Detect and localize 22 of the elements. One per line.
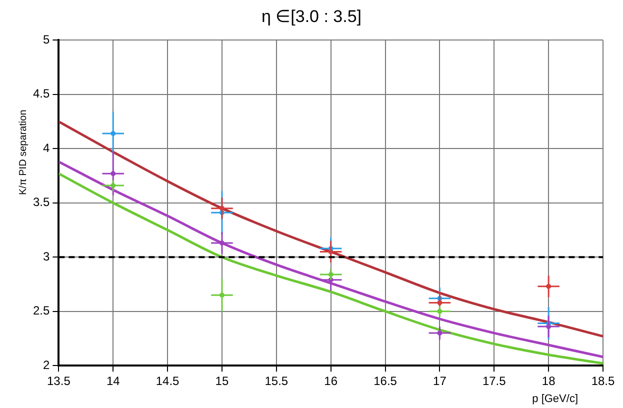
x-tick-label: 15 bbox=[215, 374, 229, 388]
x-tick-label: 16.5 bbox=[374, 374, 398, 388]
x-tick-label: 17 bbox=[433, 374, 447, 388]
y-tick-label: 4.5 bbox=[32, 86, 50, 101]
y-tick-label: 5 bbox=[42, 32, 50, 47]
x-tick-label: 14 bbox=[106, 374, 120, 388]
x-tick-label: 15.5 bbox=[264, 374, 288, 388]
y-tick-label: 2 bbox=[42, 358, 50, 372]
chart-title: η ∈[3.0 : 3.5] bbox=[260, 6, 363, 27]
x-tick-label: 16 bbox=[324, 374, 338, 388]
x-tick-label: 17.5 bbox=[482, 374, 506, 388]
y-tick-label: 2.5 bbox=[32, 304, 50, 318]
x-axis-title: p [GeV/c] bbox=[532, 393, 578, 405]
line-series bbox=[58, 120, 603, 338]
x-tick-label: 14.5 bbox=[156, 374, 180, 388]
y-tick-label: 4 bbox=[42, 140, 50, 155]
y-tick-label: 3 bbox=[42, 249, 50, 264]
x-tick-label: 13.5 bbox=[47, 374, 71, 388]
x-tick-label: 18.5 bbox=[591, 374, 615, 388]
y-tick-label: 3.5 bbox=[32, 195, 50, 210]
y-axis-title: K/π PID separation bbox=[18, 110, 29, 195]
x-tick-label: 18 bbox=[542, 374, 556, 388]
